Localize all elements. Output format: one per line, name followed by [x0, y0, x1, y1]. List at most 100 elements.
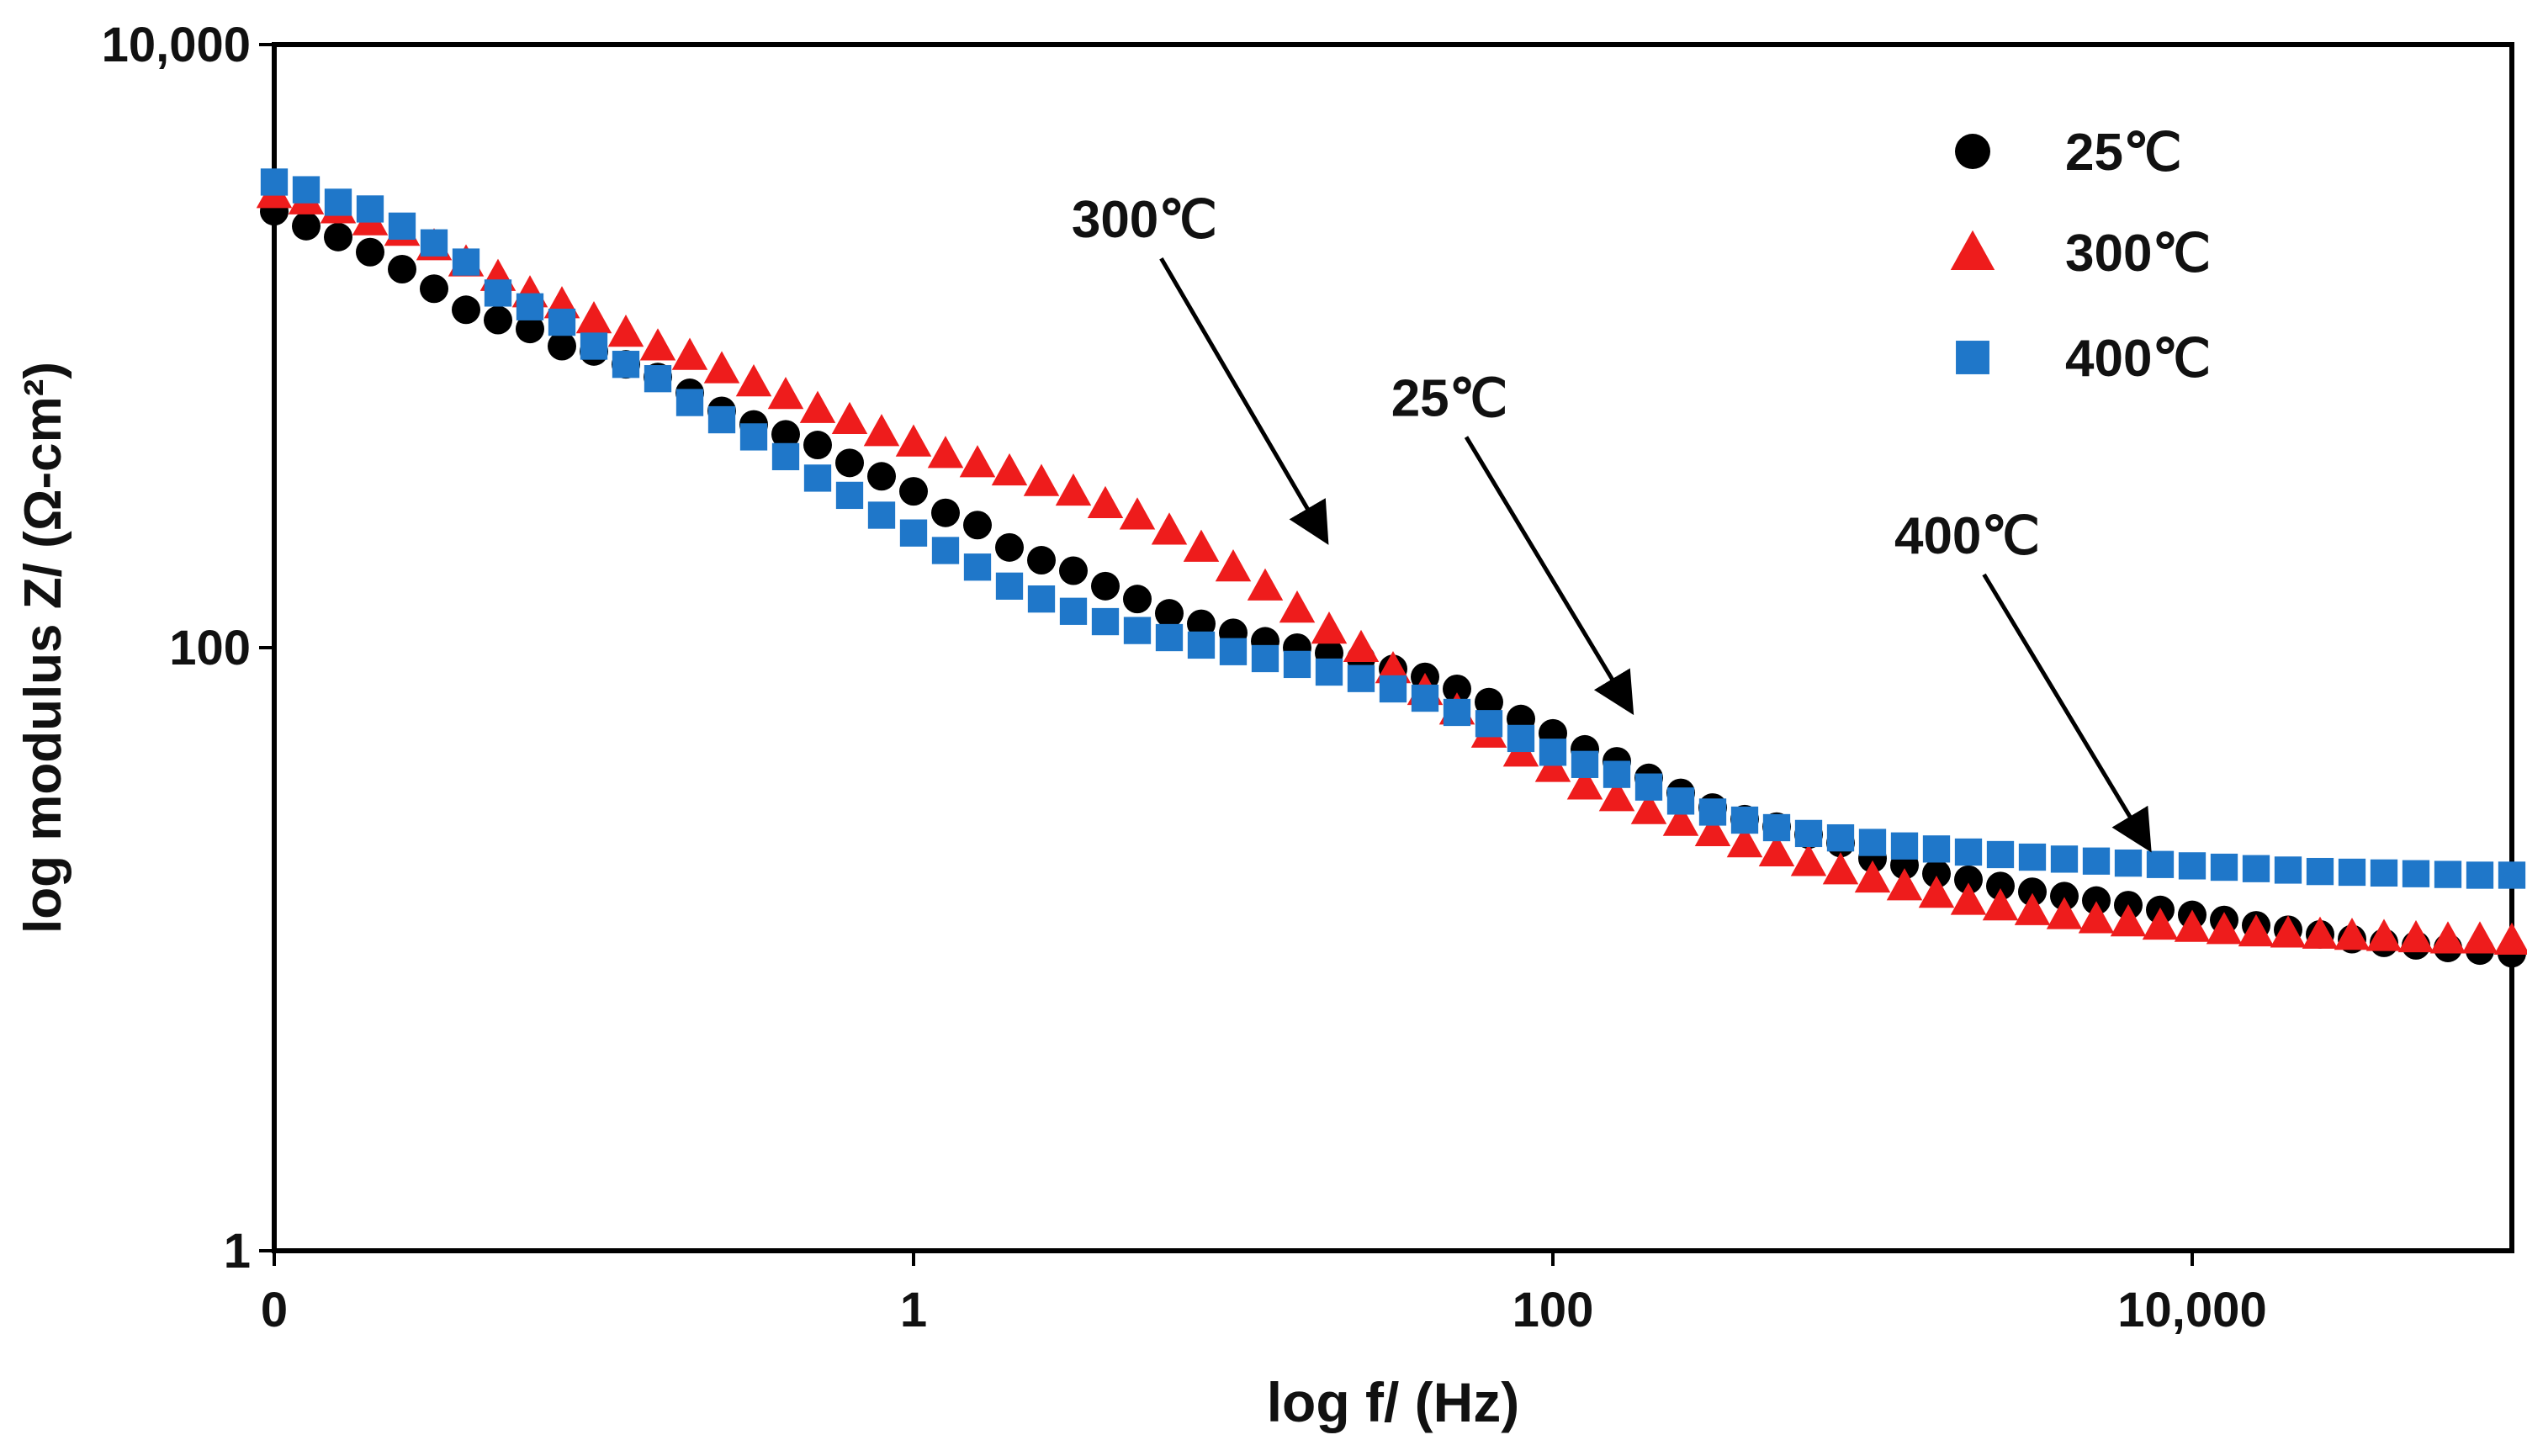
square-point — [1443, 698, 1471, 727]
triangle-point — [767, 377, 804, 410]
triangle-point — [1087, 485, 1124, 518]
circle-point — [899, 477, 928, 506]
triangle-point — [1311, 611, 1348, 644]
triangle-point — [2206, 912, 2243, 945]
square-point — [2306, 857, 2334, 886]
square-point — [260, 168, 289, 196]
square-point — [580, 332, 608, 360]
legend-label: 400℃ — [2065, 330, 2211, 388]
square-point — [292, 176, 321, 204]
triangle-point — [1630, 792, 1667, 824]
square-point — [1571, 750, 1599, 778]
y-tick-label: 1 — [224, 1224, 251, 1279]
square-point — [1762, 813, 1791, 842]
circle-point — [867, 462, 896, 491]
circle-point — [2082, 886, 2111, 915]
square-point — [548, 308, 576, 336]
x-tick-label: 10,000 — [2117, 1283, 2266, 1337]
square-point — [1379, 675, 1407, 703]
triangle-point — [927, 436, 964, 469]
circle-point — [1922, 859, 1951, 888]
legend-marker-triangle — [1950, 230, 1995, 270]
triangle-point — [1566, 767, 1603, 800]
square-point — [1283, 650, 1311, 679]
triangle-point — [895, 424, 932, 457]
triangle-point — [2142, 907, 2179, 940]
circle-point — [1091, 571, 1120, 601]
annotation-label: 400℃ — [1894, 507, 2040, 565]
square-point — [2498, 861, 2526, 889]
triangle-point — [1726, 824, 1763, 858]
square-point — [2050, 845, 2079, 873]
square-point — [771, 442, 800, 471]
triangle-point — [671, 337, 708, 370]
triangle-point — [1151, 512, 1188, 545]
square-point — [1730, 806, 1759, 834]
square-point — [2338, 858, 2366, 887]
square-point — [1890, 832, 1919, 860]
square-point — [1187, 631, 1216, 659]
triangle-point — [1534, 749, 1571, 782]
square-point — [1986, 840, 2015, 869]
square-point — [420, 229, 448, 257]
circle-point — [963, 511, 992, 540]
square-point — [356, 195, 384, 223]
circle-point — [1027, 546, 1056, 575]
square-point — [1123, 617, 1152, 644]
square-point — [1475, 710, 1503, 738]
square-point — [2242, 855, 2270, 882]
square-point — [1219, 638, 1248, 665]
square-point — [644, 365, 672, 393]
triangle-point — [2397, 919, 2434, 953]
square-point — [1539, 739, 1567, 766]
square-point — [995, 572, 1024, 600]
legend: 25℃ 300℃ 400℃ — [1950, 124, 2211, 388]
triangle-point — [2270, 915, 2307, 948]
circle-point — [1475, 687, 1503, 717]
square-point — [835, 481, 864, 510]
circle-point — [452, 295, 480, 325]
square-point — [1603, 760, 1631, 788]
circle-point — [1059, 556, 1088, 585]
triangle-point — [2302, 916, 2339, 949]
square-point — [739, 423, 768, 451]
square-point — [1091, 607, 1120, 636]
square-point — [2082, 847, 2111, 875]
triangle-point — [1758, 834, 1795, 866]
triangle-point — [1982, 887, 2019, 921]
annotation-label: 25℃ — [1391, 370, 1508, 428]
square-point — [1059, 597, 1088, 625]
circle-point — [484, 305, 512, 335]
circle-point — [803, 431, 832, 460]
circle-point — [771, 420, 800, 449]
series-2 — [256, 176, 2527, 955]
square-point — [2274, 856, 2302, 884]
circle-point — [516, 315, 544, 344]
triangle-point — [1375, 651, 1412, 684]
x-tick-label: 100 — [1512, 1283, 1594, 1337]
square-point — [1922, 835, 1951, 863]
square-point — [516, 293, 544, 320]
circle-point — [1187, 609, 1216, 638]
annotation-label: 300℃ — [1072, 191, 1217, 249]
triangle-point — [1247, 568, 1284, 601]
legend-marker-circle — [1955, 134, 1990, 169]
square-point — [2178, 852, 2206, 880]
triangle-point — [2334, 918, 2371, 950]
square-point — [2370, 859, 2398, 887]
triangle-point — [1854, 860, 1891, 893]
square-point — [963, 553, 992, 581]
triangle-point — [2493, 922, 2527, 955]
square-point — [931, 537, 960, 564]
square-point — [675, 389, 704, 416]
square-point — [324, 188, 352, 216]
triangle-point — [991, 453, 1028, 486]
annotation-arrow — [1464, 436, 1634, 716]
triangle-point — [1886, 868, 1923, 901]
triangle-point — [2461, 921, 2498, 954]
circle-point — [292, 211, 321, 241]
square-point — [388, 212, 416, 240]
x-tick-label: 1 — [900, 1283, 927, 1337]
square-point — [1347, 664, 1375, 692]
